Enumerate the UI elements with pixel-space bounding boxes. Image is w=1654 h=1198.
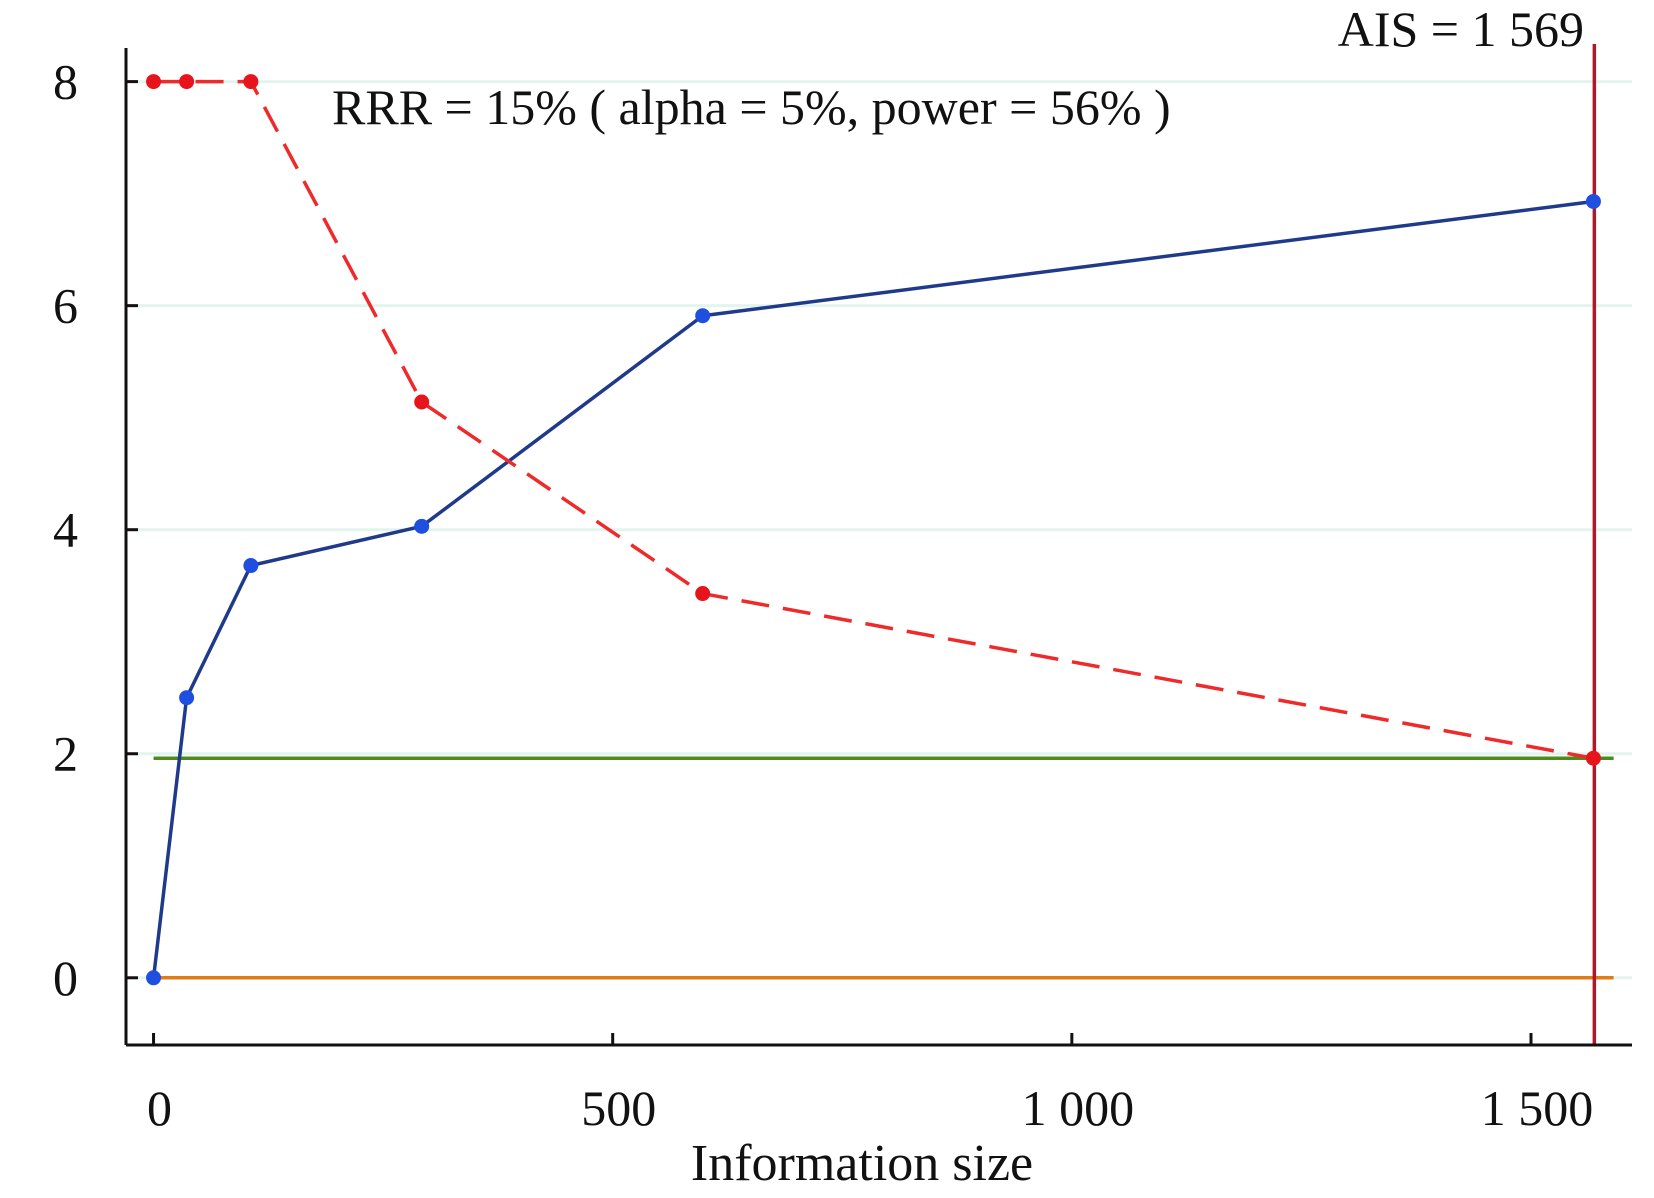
series-line-0 (151, 199, 1594, 978)
tick-labels: 0 2 4 6 8 0 500 1 000 1 500 (53, 54, 1593, 1136)
series-0-point-5 (1585, 193, 1601, 209)
series-0-point-3 (414, 518, 430, 534)
reference-lines (153, 44, 1614, 1045)
y-tick-label-6: 6 (53, 278, 78, 334)
x-tick-label-3: 1 500 (1481, 1080, 1594, 1136)
series-line-1 (153, 79, 1594, 760)
y-tick-label-2: 2 (53, 726, 78, 782)
axes (124, 48, 1632, 1047)
x-tick-label-1: 500 (581, 1080, 656, 1136)
y-tick-label-8: 8 (53, 54, 78, 110)
series-1-point-0 (146, 74, 162, 90)
x-tick-label-0: 0 (147, 1080, 172, 1136)
y-tick-label-0: 0 (53, 950, 78, 1006)
series-1-point-2 (243, 74, 259, 90)
series-0-point-4 (695, 308, 711, 324)
y-tick-label-4: 4 (53, 502, 78, 558)
ais-annotation: AIS = 1 569 (1338, 1, 1584, 57)
series-1-point-4 (695, 586, 711, 602)
data-series (146, 74, 1601, 986)
series-0-point-0 (146, 970, 162, 986)
gridlines (126, 80, 1632, 980)
series-1-point-3 (414, 394, 430, 410)
x-axis-title: Information size (691, 1135, 1033, 1192)
x-tick-label-2: 1 000 (1022, 1080, 1135, 1136)
series-0-point-1 (179, 690, 195, 706)
series-1-point-5 (1585, 750, 1601, 766)
rrr-annotation: RRR = 15% ( alpha = 5%, power = 56% ) (332, 79, 1171, 135)
series-0-point-2 (243, 558, 259, 574)
series-1-point-1 (179, 74, 195, 90)
